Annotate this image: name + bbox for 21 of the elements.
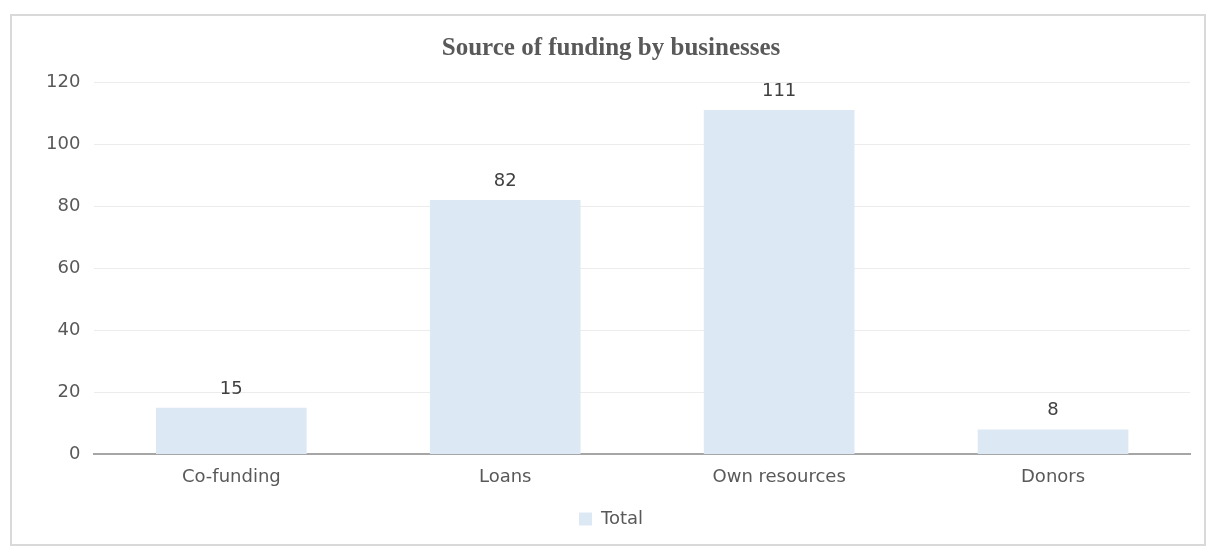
y-tick-label: 60: [57, 255, 81, 277]
y-tick-label: 120: [46, 69, 81, 91]
bar: [429, 199, 581, 454]
x-tick-label: Donors: [1021, 464, 1086, 486]
y-tick-label: 80: [57, 193, 81, 215]
bar: [155, 407, 307, 454]
bar: [977, 429, 1129, 454]
y-tick-label: 100: [46, 131, 81, 153]
data-label: 8: [1047, 398, 1059, 420]
data-label: 82: [493, 168, 517, 190]
y-tick-label: 40: [57, 317, 81, 339]
data-label: 111: [761, 78, 797, 100]
x-tick-label: Co-funding: [181, 464, 281, 486]
chart-title: Source of funding by businesses: [441, 33, 781, 61]
data-label: 15: [219, 376, 243, 398]
bar: [703, 109, 855, 454]
y-tick-label: 0: [68, 442, 81, 464]
x-tick-label: Own resources: [712, 464, 846, 486]
legend-label: Total: [599, 506, 644, 528]
x-tick-label: Loans: [478, 464, 532, 486]
y-tick-label: 20: [57, 380, 81, 402]
